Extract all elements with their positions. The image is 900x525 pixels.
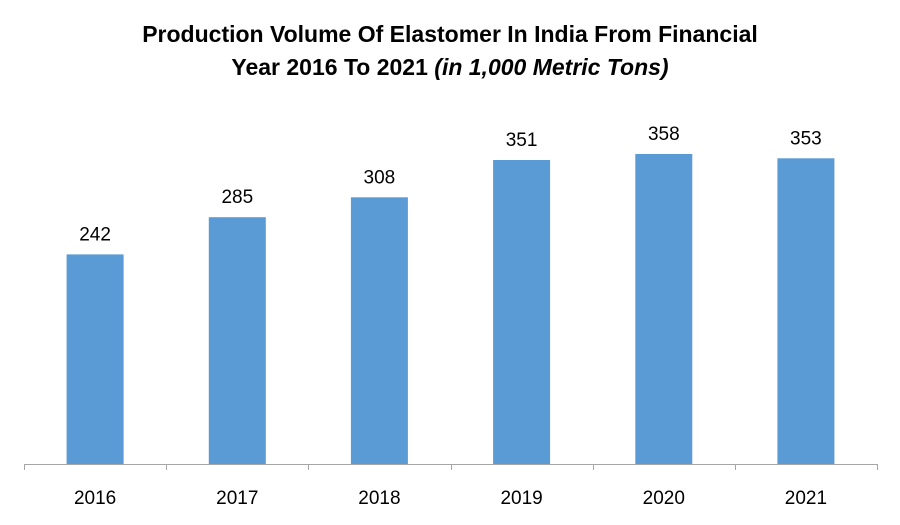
x-tick-label-2018: 2018 xyxy=(358,488,400,509)
value-labels-group: 242 285 308 351 358 353 xyxy=(79,124,822,245)
value-label-2019: 351 xyxy=(506,130,538,151)
chart-title-line-1: Production Volume Of Elastomer In India … xyxy=(142,21,758,47)
bar-2019 xyxy=(493,160,551,464)
chart-title-unit: (in 1,000 Metric Tons) xyxy=(434,54,669,80)
bar-2020 xyxy=(635,154,693,464)
bars-group xyxy=(66,154,835,465)
value-label-2016: 242 xyxy=(79,224,111,245)
chart-title: Production Volume Of Elastomer In India … xyxy=(0,18,900,84)
x-tick-label-2019: 2019 xyxy=(500,488,542,509)
value-label-2020: 358 xyxy=(648,124,680,145)
x-tick-label-2020: 2020 xyxy=(643,488,685,509)
x-axis: 2016 2017 2018 2019 2020 2021 xyxy=(24,464,878,509)
bar-2021 xyxy=(777,158,835,465)
value-label-2017: 285 xyxy=(221,187,253,208)
value-label-2021: 353 xyxy=(790,128,822,149)
bar-2016 xyxy=(66,254,124,464)
x-tick-label-2016: 2016 xyxy=(74,488,116,509)
bar-2018 xyxy=(350,197,408,465)
x-tick-label-2021: 2021 xyxy=(785,488,827,509)
chart-title-prefix: Year 2016 To 2021 xyxy=(231,54,428,80)
chart-title-line-2: Year 2016 To 2021 (in 1,000 Metric Tons) xyxy=(0,51,900,84)
value-label-2018: 308 xyxy=(364,167,396,188)
x-tick-label-2017: 2017 xyxy=(216,488,258,509)
bar-2017 xyxy=(208,217,266,464)
